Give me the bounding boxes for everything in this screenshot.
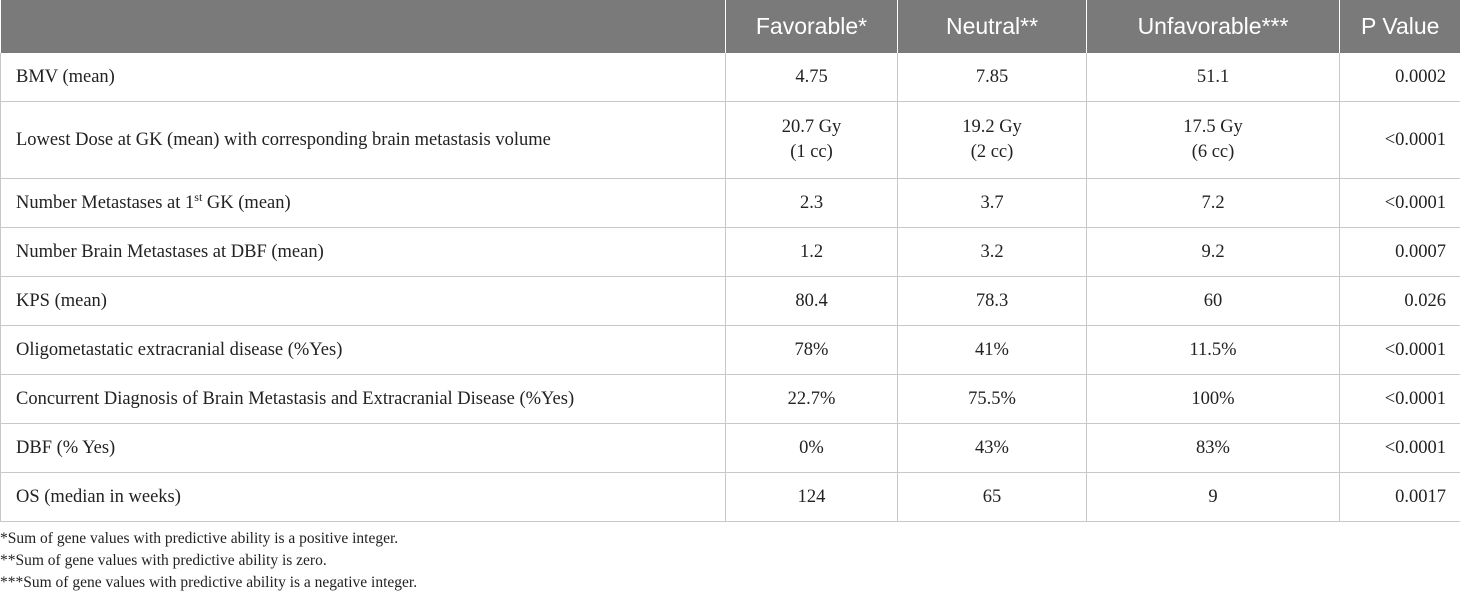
cell-favorable: 0% (725, 423, 898, 473)
cell-unfavorable: 7.2 (1086, 178, 1340, 228)
table-row: Number Brain Metastases at DBF (mean) 1.… (0, 227, 1460, 277)
table-row: KPS (mean) 80.4 78.3 60 0.026 (0, 276, 1460, 326)
cell-volume: (2 cc) (970, 142, 1014, 162)
cell-neutral: 43% (897, 423, 1087, 473)
cell-neutral: 3.2 (897, 227, 1087, 277)
cell-neutral: 78.3 (897, 276, 1087, 326)
cell-unfavorable: 11.5% (1086, 325, 1340, 375)
cell-favorable: 124 (725, 472, 898, 522)
row-label: KPS (mean) (0, 276, 726, 326)
cell-favorable: 80.4 (725, 276, 898, 326)
row-label: DBF (% Yes) (0, 423, 726, 473)
cell-neutral: 65 (897, 472, 1087, 522)
header-row: Favorable* Neutral** Unfavorable*** P Va… (0, 0, 1460, 53)
cell-favorable: 20.7 Gy (1 cc) (725, 101, 898, 179)
cell-p-value: <0.0001 (1339, 325, 1460, 375)
cell-favorable: 2.3 (725, 178, 898, 228)
cell-favorable: 4.75 (725, 53, 898, 102)
row-label: Lowest Dose at GK (mean) with correspond… (0, 101, 726, 179)
cell-p-value: 0.0017 (1339, 472, 1460, 522)
cell-neutral: 75.5% (897, 374, 1087, 424)
header-empty (0, 0, 726, 53)
cell-neutral: 3.7 (897, 178, 1087, 228)
row-label: Number Metastases at 1st GK (mean) (0, 178, 726, 228)
cell-unfavorable: 51.1 (1086, 53, 1340, 102)
cell-favorable: 1.2 (725, 227, 898, 277)
cell-unfavorable: 100% (1086, 374, 1340, 424)
cell-unfavorable: 60 (1086, 276, 1340, 326)
row-label: OS (median in weeks) (0, 472, 726, 522)
cell-dose: 20.7 Gy (781, 117, 842, 137)
row-label: Concurrent Diagnosis of Brain Metastasis… (0, 374, 726, 424)
results-table: Favorable* Neutral** Unfavorable*** P Va… (0, 0, 1460, 522)
row-label-text: Number Metastases at 1 (16, 192, 195, 213)
cell-neutral: 19.2 Gy (2 cc) (897, 101, 1087, 179)
cell-p-value: 0.0002 (1339, 53, 1460, 102)
cell-dose: 17.5 Gy (1183, 117, 1243, 137)
table-row: DBF (% Yes) 0% 43% 83% <0.0001 (0, 423, 1460, 473)
cell-volume: (1 cc) (790, 142, 833, 162)
header-favorable: Favorable* (725, 0, 898, 53)
cell-favorable: 22.7% (725, 374, 898, 424)
row-label: Number Brain Metastases at DBF (mean) (0, 227, 726, 277)
cell-p-value: <0.0001 (1339, 423, 1460, 473)
row-label-text: GK (mean) (202, 192, 291, 213)
cell-unfavorable: 17.5 Gy (6 cc) (1086, 101, 1340, 179)
row-label: BMV (mean) (0, 53, 726, 102)
ordinal-superscript: st (194, 189, 203, 204)
cell-unfavorable: 9 (1086, 472, 1340, 522)
header-neutral: Neutral** (897, 0, 1087, 53)
footnote-unfavorable: ***Sum of gene values with predictive ab… (0, 574, 418, 591)
header-unfavorable: Unfavorable*** (1086, 0, 1340, 53)
table-row: BMV (mean) 4.75 7.85 51.1 0.0002 (0, 53, 1460, 102)
cell-neutral: 41% (897, 325, 1087, 375)
table-footnotes: *Sum of gene values with predictive abil… (0, 528, 417, 594)
cell-favorable: 78% (725, 325, 898, 375)
table-row: Number Metastases at 1st GK (mean) 2.3 3… (0, 178, 1460, 228)
cell-p-value: <0.0001 (1339, 374, 1460, 424)
cell-p-value: 0.026 (1339, 276, 1460, 326)
header-p-value: P Value (1339, 0, 1460, 53)
row-label: Oligometastatic extracranial disease (%Y… (0, 325, 726, 375)
footnote-neutral: **Sum of gene values with predictive abi… (0, 552, 327, 569)
table-row: Oligometastatic extracranial disease (%Y… (0, 325, 1460, 375)
cell-volume: (6 cc) (1191, 142, 1235, 162)
cell-dose: 19.2 Gy (962, 117, 1022, 137)
cell-p-value: <0.0001 (1339, 178, 1460, 228)
cell-neutral: 7.85 (897, 53, 1087, 102)
table-row: Lowest Dose at GK (mean) with correspond… (0, 101, 1460, 179)
cell-unfavorable: 83% (1086, 423, 1340, 473)
cell-p-value: 0.0007 (1339, 227, 1460, 277)
cell-unfavorable: 9.2 (1086, 227, 1340, 277)
footnote-favorable: *Sum of gene values with predictive abil… (0, 530, 399, 547)
cell-p-value: <0.0001 (1339, 101, 1460, 179)
table-row: Concurrent Diagnosis of Brain Metastasis… (0, 374, 1460, 424)
table-row: OS (median in weeks) 124 65 9 0.0017 (0, 472, 1460, 522)
